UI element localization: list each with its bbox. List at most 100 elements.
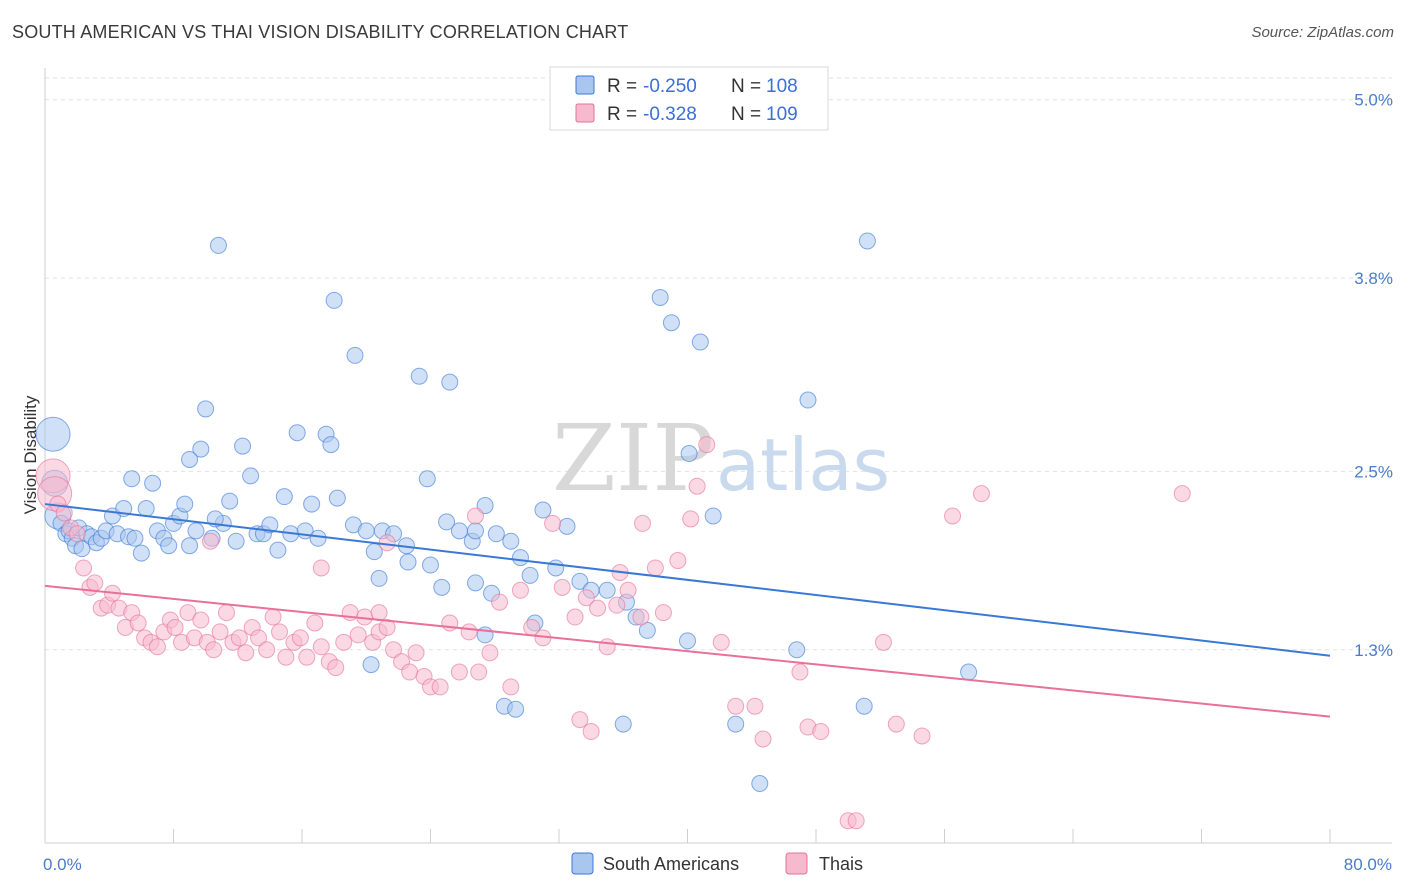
thais-point [746,697,764,715]
south-americans-point [598,581,616,599]
legend-r-label-1: R = [607,76,637,97]
thais-point [68,525,86,543]
thais-trend-line [44,584,1331,718]
south-americans-point [242,467,260,485]
chart-source: Source: ZipAtlas.com [1251,24,1394,41]
south-americans-point [144,474,162,492]
south-americans-point [328,489,346,507]
south-americans-point [704,507,722,525]
south-americans-point [558,517,576,535]
thais-point [312,638,330,656]
legend-n-label-1: N = [731,76,761,97]
thais-point [211,623,229,641]
south-americans-point [234,437,252,455]
bottom-legend-swatch-pink [785,852,808,875]
thais-point [129,614,147,632]
south-americans-point [197,400,215,418]
south-americans-point [788,641,806,659]
y-tick-label: 1.3% [1354,641,1393,660]
south-americans-point [35,416,71,452]
y-tick-label: 5.0% [1354,91,1393,110]
thais-point [754,730,772,748]
thais-point [349,626,367,644]
south-americans-point [441,373,459,391]
thais-point [502,678,520,696]
south-americans-point [221,492,239,510]
thais-point [566,608,584,626]
south-americans-point [751,775,769,793]
south-americans-point [418,470,436,488]
x-tick-labels: 0.0% 80.0% [43,855,1392,874]
south-americans-point [680,445,698,463]
south-americans-point [309,529,327,547]
thais-point [218,604,236,622]
trend-lines [44,503,1331,718]
y-axis-label: Vision Disability [21,395,40,514]
thais-point [450,663,468,681]
south-americans-point [132,544,150,562]
y-tick-label: 3.8% [1354,269,1393,288]
y-tick-labels: 1.3% 2.5% 3.8% 5.0% [1354,91,1393,660]
thais-point [491,593,509,611]
south-americans-point [399,553,417,571]
south-americans-point [227,532,245,550]
south-americans-point [325,291,343,309]
thais-point [619,581,637,599]
thais-point [688,477,706,495]
thais-point [385,641,403,659]
south-americans-point [181,537,199,555]
south-americans-point [181,450,199,468]
thais-point [589,599,607,617]
south-americans-point [209,236,227,254]
legend-box: R = -0.250 N = 108 R = -0.328 N = 109 [549,66,829,131]
thais-point [944,507,962,525]
thais-point [632,608,650,626]
thais-point [237,644,255,662]
chart-title: SOUTH AMERICAN VS THAI VISION DISABILITY… [12,22,629,42]
south-americans-point [476,497,494,515]
thais-point [571,711,589,729]
south-americans-point [422,556,439,574]
south-americans-point [521,566,539,584]
south-americans-point [614,715,632,733]
south-americans-point [727,715,745,733]
thais-point [166,618,184,636]
legend-n-value-1: 108 [766,76,798,97]
thais-point [264,608,282,626]
thais-point [646,559,664,577]
thais-point [847,812,865,830]
thais-point [913,727,931,745]
south-americans-point [534,501,552,519]
series-thais [35,436,1191,830]
south-americans-point [507,700,525,718]
legend-r-value-2: -0.328 [643,104,697,125]
south-americans-trend-line [44,503,1331,657]
south-americans-point [433,578,451,596]
thais-point [582,723,600,741]
south-americans-point [160,537,178,555]
legend-r-value-1: -0.250 [643,76,697,97]
south-americans-point [362,656,380,674]
x-tick-label-max: 80.0% [1344,855,1392,874]
thais-point [370,604,388,622]
south-americans-point [303,495,321,513]
thais-point [682,510,700,528]
south-americans-point [662,314,680,332]
legend-r-label-2: R = [607,104,637,125]
axes [44,68,1392,844]
thais-point [277,648,295,666]
south-americans-point [192,440,210,458]
south-americans-point [275,488,293,506]
legend-swatch-pink [575,103,595,123]
thais-point [407,644,425,662]
thais-point [378,618,396,636]
thais-point [378,534,396,552]
south-americans-point [960,663,978,681]
south-americans-point [346,346,364,364]
south-americans-point [466,522,484,540]
thais-point [306,614,324,632]
south-americans-point [126,529,144,547]
thais-point [431,678,449,696]
thais-point [271,623,289,641]
x-tick-label-min: 0.0% [43,855,82,874]
